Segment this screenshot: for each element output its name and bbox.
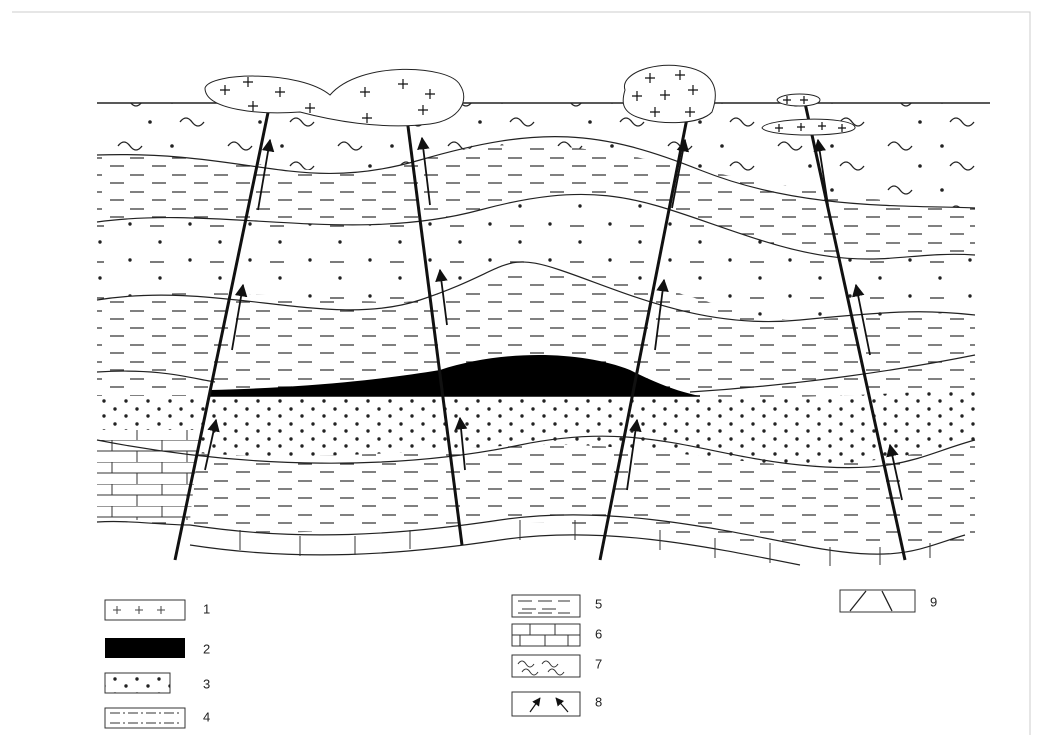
legend-label: 1	[203, 601, 210, 616]
legend-label: 6	[595, 626, 602, 641]
cross-section-figure: 1 2 3 4 5 6 7 8 9	[0, 0, 1043, 745]
legend-label: 3	[203, 676, 210, 691]
legend-label: 4	[203, 709, 210, 724]
strata	[97, 103, 975, 548]
legend-label: 5	[595, 596, 602, 611]
legend-label: 8	[595, 694, 602, 709]
legend-label: 7	[595, 656, 602, 671]
legend-label: 2	[203, 641, 210, 656]
legend: 1 2 3 4 5 6 7 8 9	[105, 590, 937, 728]
legend-label: 9	[930, 594, 937, 609]
